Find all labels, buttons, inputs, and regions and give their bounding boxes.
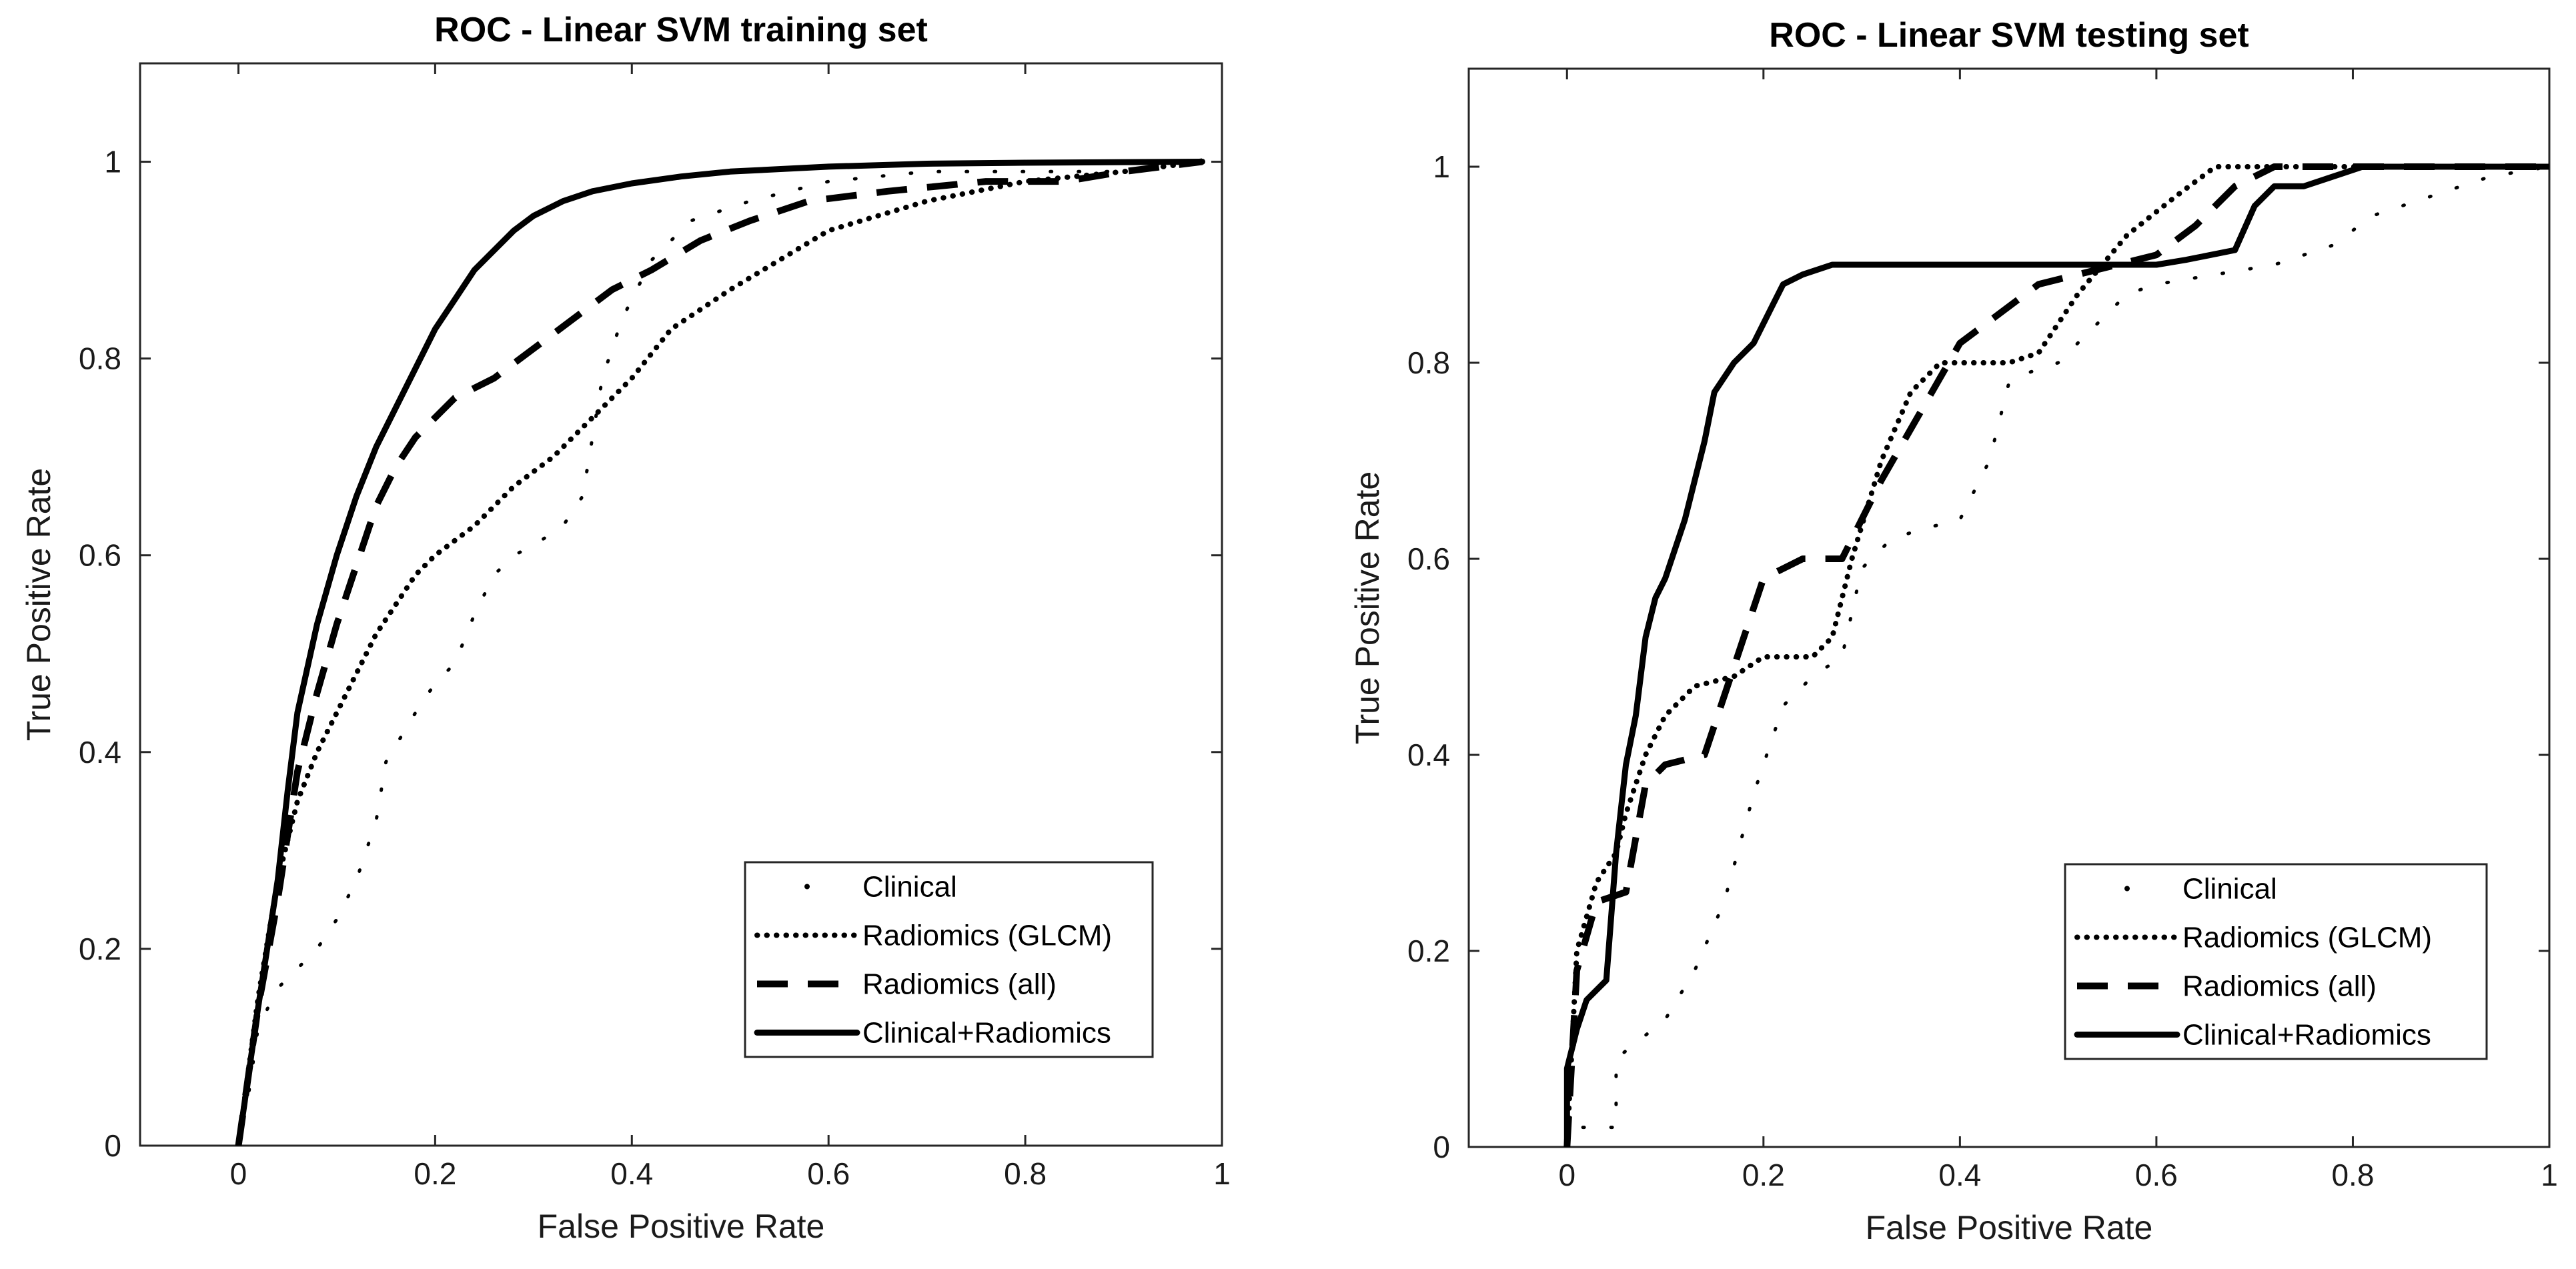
legend-box	[744, 861, 1154, 1058]
legend: Clinical Radiomics (GLCM) Radiomics (all) C…	[2064, 863, 2488, 1060]
y-tick-label: 1	[1433, 149, 1450, 184]
y-tick-label: 0.8	[1407, 345, 1450, 380]
x-tick-label: 0	[1558, 1158, 1575, 1192]
x-tick-label: 0.4	[610, 1156, 653, 1191]
y-tick-label: 0.8	[79, 341, 121, 376]
y-tick-label: 0.2	[79, 932, 121, 966]
series-line-radiomics-glcm	[1564, 164, 2549, 1147]
legend-label: Radiomics (all)	[2182, 970, 2377, 1003]
plot-area-frame	[139, 62, 1223, 1147]
plot-area-frame	[1467, 67, 2551, 1148]
chart-title: ROC - Linear SVM testing set	[1769, 16, 2248, 55]
series-line-radiomics-all	[1563, 163, 2549, 1147]
series-line-clinical-radiomics	[235, 159, 1205, 1146]
series-line-clinical-radiomics	[1563, 163, 2549, 1147]
chart-panel-2: ROC - Linear SVM testing set 0 0.2 0.4 0.6 0.…	[1349, 16, 2558, 1246]
x-axis-label: False Positive Rate	[538, 1208, 825, 1245]
y-axis-label: True Positive Rate	[20, 468, 57, 741]
y-tick-label: 0.2	[1407, 934, 1450, 968]
x-tick-label: 0.8	[1004, 1156, 1047, 1191]
x-tick-label: 1	[2541, 1158, 2558, 1192]
series-line-radiomics-all	[235, 158, 1203, 1146]
legend-label: Clinical	[862, 871, 957, 904]
x-axis-label: False Positive Rate	[1866, 1209, 2153, 1246]
x-tick-label: 0.8	[2331, 1158, 2374, 1192]
x-tick-label: 0	[230, 1156, 247, 1191]
y-tick-label: 0.6	[1407, 541, 1450, 576]
y-tick-label: 0	[104, 1128, 121, 1163]
legend-label: Radiomics (GLCM)	[862, 920, 1112, 952]
x-tick-label: 1	[1213, 1156, 1231, 1191]
legend-swatch	[2124, 886, 2130, 892]
chart-panel-1: ROC - Linear SVM training set 0 0.2 0.4 0.6 0…	[20, 11, 1231, 1245]
legend-label: Clinical+Radiomics	[2182, 1019, 2431, 1052]
legend-label: Radiomics (GLCM)	[2182, 922, 2432, 954]
chart-title: ROC - Linear SVM training set	[434, 11, 928, 49]
y-tick-label: 1	[104, 145, 121, 179]
x-tick-label: 0.4	[1938, 1158, 1981, 1192]
legend-label: Clinical	[2182, 873, 2277, 906]
legend-box	[2064, 863, 2488, 1060]
x-tick-label: 0.6	[2135, 1158, 2178, 1192]
y-tick-label: 0.6	[79, 538, 121, 573]
legend-swatch	[804, 884, 810, 890]
y-tick-label: 0.4	[1407, 738, 1450, 772]
legend-label: Radiomics (all)	[862, 968, 1057, 1001]
y-tick-label: 0.4	[79, 735, 121, 770]
legend-label: Clinical+Radiomics	[862, 1017, 1111, 1050]
series-line-radiomics-glcm	[235, 159, 1205, 1146]
x-tick-label: 0.2	[1742, 1158, 1785, 1192]
y-tick-label: 0	[1433, 1130, 1450, 1164]
y-axis-label: True Positive Rate	[1349, 471, 1386, 744]
x-tick-label: 0.6	[807, 1156, 850, 1191]
legend: Clinical Radiomics (GLCM) Radiomics (all) C…	[744, 861, 1154, 1058]
x-tick-label: 0.2	[414, 1156, 456, 1191]
